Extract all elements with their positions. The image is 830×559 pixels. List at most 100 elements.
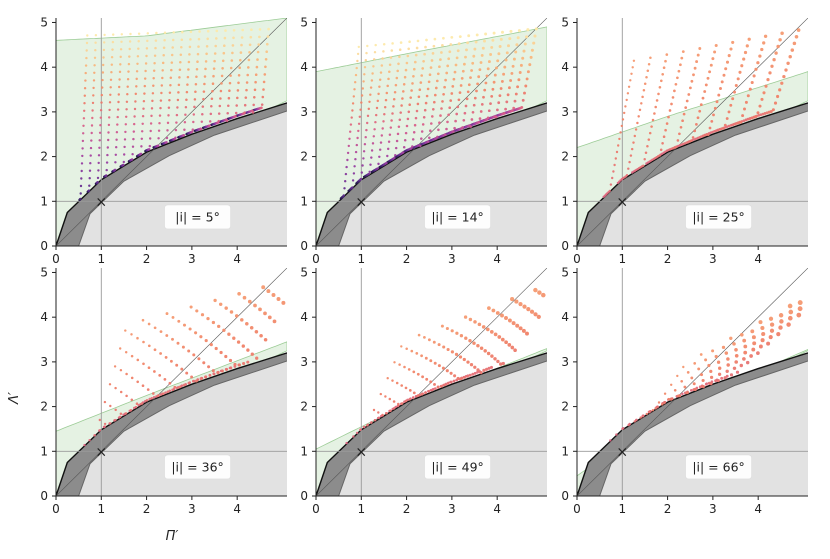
- data-point: [428, 73, 432, 77]
- reference-line-diagonal: [577, 18, 808, 246]
- data-point: [427, 80, 431, 84]
- data-point: [739, 120, 743, 124]
- data-point: [717, 372, 722, 376]
- data-point: [190, 375, 194, 379]
- data-point: [727, 54, 731, 58]
- data-point: [425, 38, 428, 42]
- data-point: [495, 66, 498, 70]
- data-point: [537, 290, 542, 295]
- data-point: [346, 158, 349, 162]
- data-point: [450, 350, 454, 354]
- data-point: [98, 418, 102, 422]
- data-point: [144, 69, 147, 73]
- data-point: [478, 117, 482, 120]
- x-tick-label: 4: [493, 502, 501, 516]
- data-point: [757, 114, 761, 117]
- data-point: [691, 136, 695, 139]
- data-point: [247, 299, 252, 304]
- data-point: [521, 56, 525, 60]
- data-point: [362, 157, 365, 160]
- data-point: [609, 439, 612, 442]
- data-point: [192, 113, 196, 116]
- data-point: [99, 108, 103, 112]
- data-point: [693, 129, 697, 133]
- y-tick-label: 1: [561, 194, 569, 208]
- data-point: [723, 376, 727, 380]
- data-point: [177, 319, 181, 323]
- data-point: [143, 84, 147, 88]
- data-point: [407, 368, 411, 371]
- data-point: [108, 422, 112, 425]
- data-point: [172, 31, 175, 34]
- data-point: [683, 385, 687, 389]
- data-point: [447, 57, 451, 61]
- data-point: [400, 402, 404, 405]
- data-point: [367, 172, 371, 176]
- data-point: [474, 40, 478, 44]
- data-point: [668, 109, 672, 112]
- data-point: [415, 352, 419, 355]
- data-point: [750, 329, 755, 334]
- data-point: [701, 378, 705, 383]
- data-point: [685, 391, 689, 395]
- data-point: [89, 154, 92, 157]
- data-point: [797, 306, 803, 312]
- data-point: [136, 358, 140, 362]
- data-point: [105, 174, 108, 177]
- data-point: [740, 64, 744, 68]
- data-point: [760, 325, 765, 331]
- data-point: [174, 128, 178, 132]
- data-point: [214, 44, 217, 48]
- data-point: [693, 66, 697, 70]
- data-point: [201, 105, 205, 108]
- data-point: [773, 101, 778, 105]
- x-tick-label: 2: [664, 502, 672, 516]
- data-point: [436, 135, 439, 139]
- light-forbidden-region: [599, 111, 808, 246]
- data-point: [175, 113, 179, 117]
- data-point: [430, 59, 434, 62]
- inclination-label: |i| = 25°: [692, 209, 744, 224]
- y-tick-label: 5: [300, 265, 308, 279]
- data-point: [496, 359, 500, 364]
- data-point: [423, 336, 426, 339]
- data-point: [136, 336, 139, 340]
- data-point: [523, 91, 526, 95]
- data-point: [368, 170, 371, 174]
- data-point: [416, 39, 420, 43]
- data-point: [137, 32, 141, 35]
- data-point: [81, 147, 84, 150]
- data-point: [617, 144, 620, 147]
- data-point: [182, 133, 186, 137]
- data-point: [776, 94, 780, 99]
- data-point: [661, 72, 665, 76]
- data-point: [626, 92, 630, 95]
- data-point: [84, 64, 88, 67]
- data-point: [437, 343, 441, 347]
- data-point: [114, 145, 118, 149]
- data-point: [215, 37, 218, 40]
- data-point: [224, 306, 228, 310]
- data-point: [183, 128, 186, 132]
- data-point: [729, 103, 733, 107]
- data-point: [369, 421, 373, 424]
- data-point: [361, 87, 365, 90]
- data-point: [632, 59, 636, 62]
- data-point: [445, 369, 449, 373]
- data-point: [394, 153, 397, 157]
- data-point: [766, 78, 770, 82]
- data-point: [365, 424, 369, 427]
- data-point: [158, 374, 162, 377]
- data-point: [456, 105, 460, 109]
- data-point: [416, 102, 420, 106]
- data-point: [266, 289, 271, 294]
- data-point: [413, 60, 417, 64]
- data-point: [734, 83, 738, 88]
- data-point: [231, 51, 234, 55]
- data-point: [769, 322, 775, 327]
- data-point: [778, 325, 783, 330]
- data-point: [437, 128, 440, 132]
- x-tick-label: 3: [448, 252, 456, 266]
- data-point: [485, 74, 489, 78]
- x-tick-label: 3: [188, 502, 196, 516]
